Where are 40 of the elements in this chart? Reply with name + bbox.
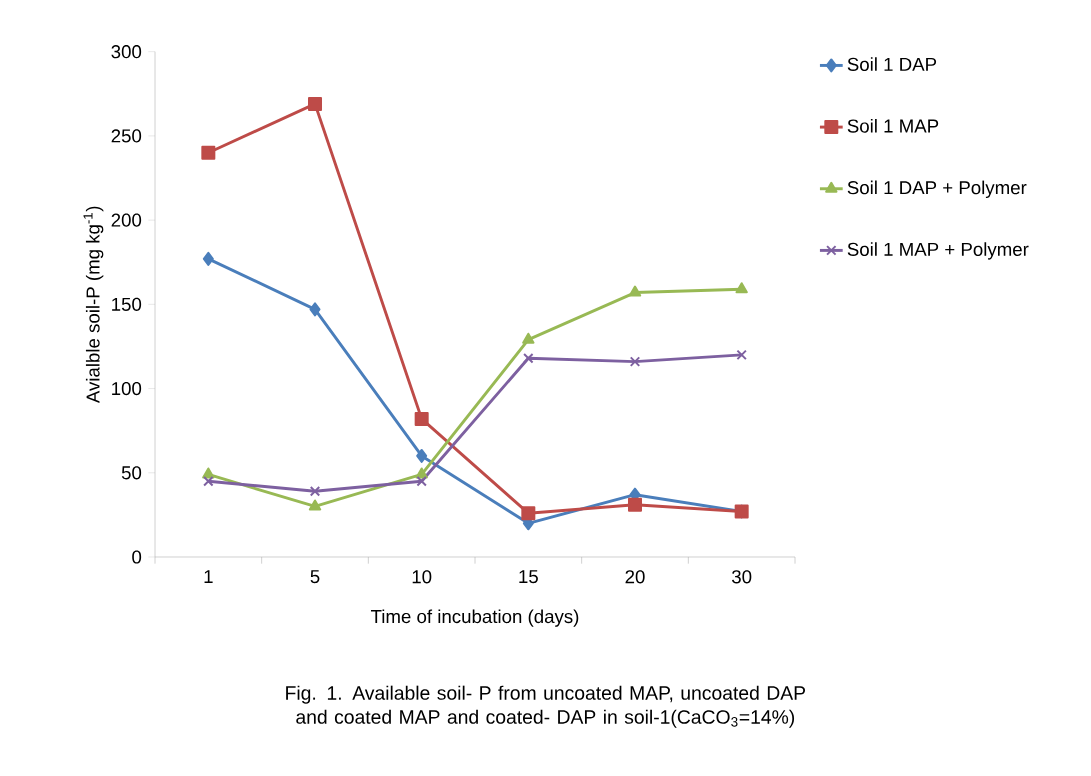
point: [522, 332, 535, 344]
y-tick-label: 150: [112, 297, 142, 311]
point: [628, 285, 642, 297]
point: [628, 497, 642, 512]
y-tick-label: 0: [132, 550, 142, 564]
point: [736, 349, 747, 361]
y-tick-label: 50: [121, 466, 142, 480]
point: [309, 486, 321, 497]
point: [416, 475, 427, 487]
point: [523, 352, 534, 364]
x-tick-label: 30: [732, 570, 752, 584]
x-tick-label: 5: [310, 570, 320, 584]
point: [202, 251, 214, 266]
point: [735, 282, 748, 294]
legend-label: Soil 1 MAP + Polymer: [847, 242, 1029, 260]
point: [202, 467, 215, 479]
y-tick-label: 250: [111, 129, 142, 143]
point: [415, 467, 428, 479]
x-tick-label: 20: [625, 570, 645, 584]
x-axis-title: Time of incubation (days): [370, 609, 579, 627]
x-tick-label: 15: [519, 570, 538, 584]
legend-label: Soil 1 DAP: [847, 57, 937, 71]
point: [521, 506, 536, 521]
point: [416, 448, 428, 463]
y-tick-label: 100: [112, 381, 142, 396]
caption: Fig. 1. Available soil- P from uncoated MAP, uncoated DAP and coated MAP and coated- DAP in soil-1(CaCO$_{3}$=14%): [286, 685, 806, 728]
point: [201, 145, 216, 160]
y-tick-label: 200: [111, 213, 142, 227]
point: [308, 499, 322, 511]
x-tick-label: 10: [412, 570, 432, 584]
y-axis-title: Avialble soil-P (mg kg$^{-1}$): [83, 206, 104, 404]
legend-label: Soil 1 MAP: [847, 118, 939, 133]
point: [414, 411, 429, 426]
y-tick-label: 300: [111, 45, 142, 59]
point: [203, 475, 214, 487]
point: [308, 96, 323, 111]
point: [629, 356, 641, 367]
point: [309, 302, 321, 317]
x-tick-label: 1: [204, 570, 213, 583]
legend-label: Soil 1 DAP + Polymer: [847, 180, 1027, 198]
